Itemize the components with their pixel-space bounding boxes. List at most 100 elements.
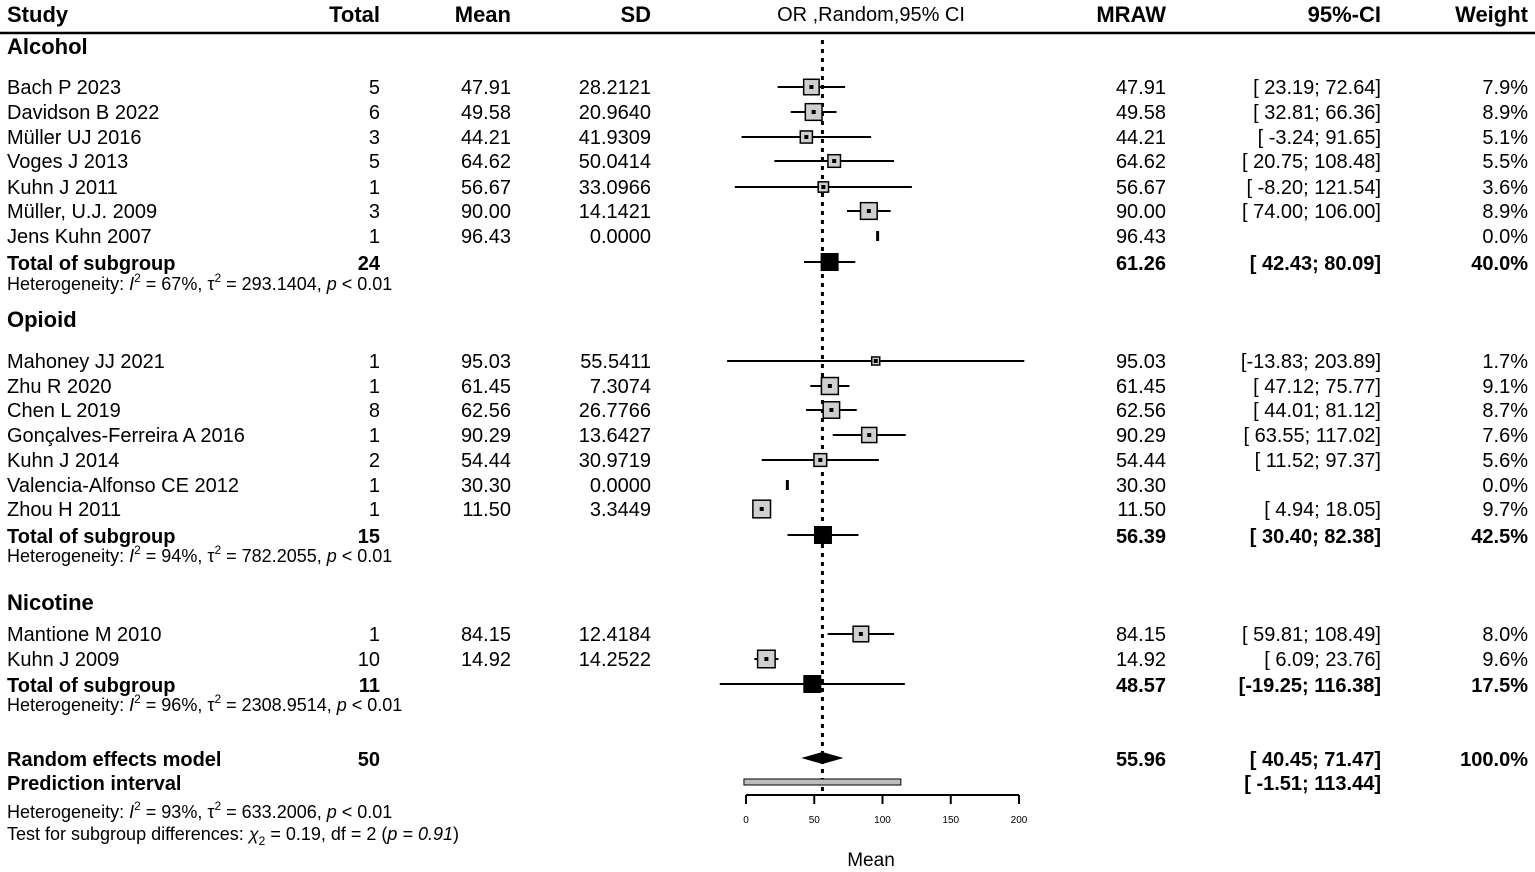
- study-name: Zhu R 2020: [7, 376, 112, 398]
- overall-label: Random effects model: [7, 749, 221, 771]
- study-weight: 8.0%: [1482, 624, 1528, 646]
- header-total: Total: [329, 2, 380, 27]
- point-estimate: [804, 135, 809, 139]
- subgroup-ci: [ 30.40; 82.38]: [1250, 526, 1381, 548]
- study-weight: 7.9%: [1482, 77, 1528, 99]
- point-estimate: [829, 408, 834, 412]
- subgroup-weight: 40.0%: [1471, 253, 1528, 275]
- study-sd: 28.2121: [579, 77, 651, 99]
- x-tick-label: 150: [942, 815, 959, 826]
- study-mraw: 14.92: [1116, 649, 1166, 671]
- point-estimate: [867, 433, 872, 437]
- study-ci: [ 20.75; 108.48]: [1242, 151, 1381, 173]
- study-total: 1: [369, 177, 380, 199]
- study-sd: 3.3449: [590, 499, 651, 521]
- study-mean: 54.44: [461, 450, 511, 472]
- x-tick-label: 200: [1011, 815, 1028, 826]
- study-sd: 26.7766: [579, 400, 651, 422]
- study-weight: 9.1%: [1482, 376, 1528, 398]
- study-mean: 90.29: [461, 425, 511, 447]
- study-name: Müller UJ 2016: [7, 127, 142, 149]
- study-sd: 20.9640: [579, 102, 651, 124]
- subgroup-weight: 17.5%: [1471, 675, 1528, 697]
- subgroup-title: Nicotine: [7, 590, 94, 615]
- overall-total: 50: [358, 749, 380, 771]
- study-sd: 50.0414: [579, 151, 651, 173]
- overall-diamond: [801, 752, 844, 764]
- point-estimate: [821, 185, 826, 189]
- study-mean: 30.30: [461, 475, 511, 497]
- subgroup-title: Alcohol: [7, 34, 88, 59]
- study-mraw: 44.21: [1116, 127, 1166, 149]
- point-estimate: [818, 458, 823, 462]
- study-total: 1: [369, 475, 380, 497]
- study-mean: 49.58: [461, 102, 511, 124]
- study-ci: [ 32.81; 66.36]: [1253, 102, 1381, 124]
- study-sd: 13.6427: [579, 425, 651, 447]
- study-total: 3: [369, 127, 380, 149]
- study-ci: [ 44.01; 81.12]: [1253, 400, 1381, 422]
- study-ci: [ -8.20; 121.54]: [1246, 177, 1381, 199]
- subgroup-total-n: 15: [358, 526, 380, 548]
- study-total: 3: [369, 201, 380, 223]
- overall-mraw: 55.96: [1116, 749, 1166, 771]
- study-total: 1: [369, 351, 380, 373]
- study-name: Bach P 2023: [7, 77, 121, 99]
- study-name: Jens Kuhn 2007: [7, 226, 152, 248]
- header-sd: SD: [620, 2, 651, 27]
- subgroup-title: Opioid: [7, 307, 77, 332]
- subgroup-pooled-box: [813, 526, 832, 544]
- overall-ci: [ 40.45; 71.47]: [1250, 749, 1381, 771]
- study-mean: 61.45: [461, 376, 511, 398]
- subgroup-total-label: Total of subgroup: [7, 675, 176, 697]
- study-weight: 9.7%: [1482, 499, 1528, 521]
- study-sd: 30.9719: [579, 450, 651, 472]
- subgroup-heterogeneity: Heterogeneity: I2 = 96%, τ2 = 2308.9514,…: [7, 692, 402, 715]
- study-ci: [ 63.55; 117.02]: [1243, 425, 1381, 447]
- study-sd: 0.0000: [590, 226, 651, 248]
- study-total: 1: [369, 376, 380, 398]
- study-total: 1: [369, 425, 380, 447]
- study-name: Kuhn J 2011: [7, 177, 118, 199]
- x-tick-label: 100: [874, 815, 891, 826]
- prediction-label: Prediction interval: [7, 773, 182, 795]
- study-sd: 14.1421: [579, 201, 651, 223]
- study-weight: 8.9%: [1482, 201, 1528, 223]
- point-estimate: [759, 507, 764, 511]
- point-estimate: [832, 159, 837, 163]
- study-name: Kuhn J 2014: [7, 450, 119, 472]
- study-total: 2: [369, 450, 380, 472]
- study-ci: [ 4.94; 18.05]: [1264, 499, 1381, 521]
- study-ci: [ -3.24; 91.65]: [1258, 127, 1381, 149]
- study-name: Mahoney JJ 2021: [7, 351, 165, 373]
- study-weight: 5.1%: [1482, 127, 1528, 149]
- study-mean: 44.21: [461, 127, 511, 149]
- header-weight: Weight: [1455, 2, 1529, 27]
- study-mraw: 90.00: [1116, 201, 1166, 223]
- header-mean: Mean: [455, 2, 511, 27]
- study-mean: 84.15: [461, 624, 511, 646]
- header-study: Study: [7, 2, 69, 27]
- subgroup-heterogeneity: Heterogeneity: I2 = 94%, τ2 = 782.2055, …: [7, 543, 392, 566]
- study-mean: 90.00: [461, 201, 511, 223]
- study-sd: 55.5411: [580, 351, 651, 373]
- prediction-ci: [ -1.51; 113.44]: [1244, 773, 1381, 795]
- point-estimate: [866, 209, 871, 213]
- header-ci: 95%-CI: [1308, 2, 1381, 27]
- subgroup-mraw: 61.26: [1116, 253, 1166, 275]
- x-tick-label: 0: [743, 815, 749, 826]
- study-mraw: 11.50: [1117, 499, 1166, 521]
- subgroup-total-n: 11: [359, 675, 380, 697]
- point-estimate: [858, 632, 863, 636]
- x-axis-label: Mean: [847, 850, 895, 871]
- study-mean: 56.67: [461, 177, 511, 199]
- subgroup-ci: [ 42.43; 80.09]: [1250, 253, 1381, 275]
- study-weight: 8.7%: [1482, 400, 1528, 422]
- study-mraw: 96.43: [1116, 226, 1166, 248]
- study-total: 1: [369, 226, 380, 248]
- study-name: Voges J 2013: [7, 151, 128, 173]
- study-total: 5: [369, 151, 380, 173]
- subgroup-total-n: 24: [358, 253, 381, 275]
- header-mraw: MRAW: [1096, 2, 1166, 27]
